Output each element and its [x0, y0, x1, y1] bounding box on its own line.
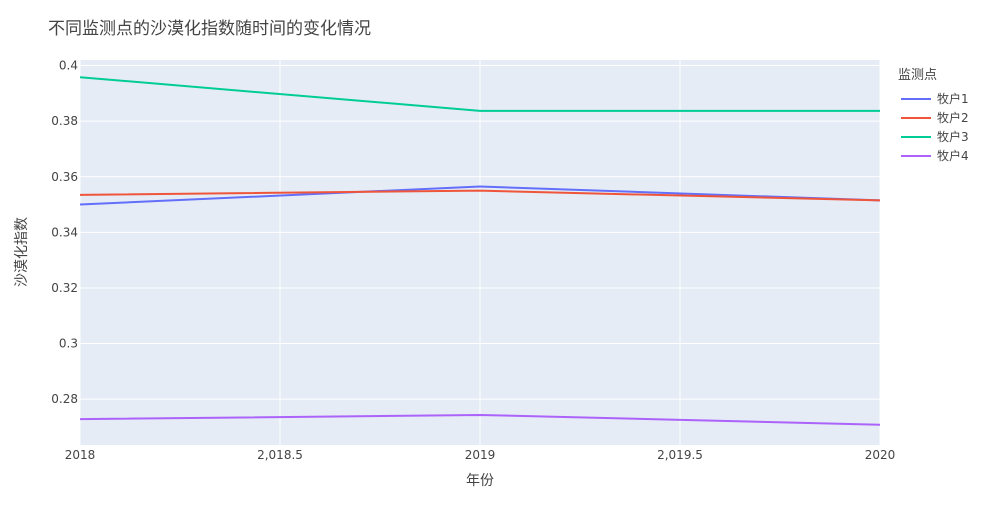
y-tick-label: 0.4: [59, 59, 78, 73]
legend-label: 牧户1: [937, 90, 969, 107]
y-tick-label: 0.36: [51, 170, 78, 184]
y-tick-label: 0.28: [51, 392, 78, 406]
x-axis-title: 年份: [466, 473, 494, 489]
legend-swatch: [901, 155, 931, 157]
x-tick-label: 2020: [865, 448, 896, 462]
y-axis-title: 沙漠化指数: [14, 217, 30, 287]
legend-title: 监测点: [898, 64, 969, 83]
x-tick-label: 2018: [65, 448, 96, 462]
x-tick-label: 2,018.5: [257, 448, 303, 462]
y-axis-ticks: 0.28 0.3 0.32 0.34 0.36 0.38 0.4: [51, 59, 78, 407]
legend-items: 牧户1 牧户2 牧户3 牧户4: [898, 89, 969, 165]
legend-label: 牧户3: [937, 128, 969, 145]
legend-swatch: [901, 117, 931, 119]
legend-label: 牧户2: [937, 109, 969, 126]
legend-item-4[interactable]: 牧户4: [898, 146, 969, 165]
y-tick-label: 0.3: [59, 337, 78, 351]
legend-swatch: [901, 98, 931, 100]
legend: 监测点 牧户1 牧户2 牧户3 牧户4: [898, 64, 969, 165]
x-tick-label: 2019: [465, 448, 496, 462]
y-tick-label: 0.38: [51, 114, 78, 128]
legend-label: 牧户4: [937, 147, 969, 164]
y-tick-label: 0.34: [51, 225, 78, 239]
legend-swatch: [901, 136, 931, 138]
y-tick-label: 0.32: [51, 281, 78, 295]
x-axis-ticks: 2018 2,018.5 2019 2,019.5 2020: [65, 448, 896, 462]
x-tick-label: 2,019.5: [657, 448, 703, 462]
legend-item-1[interactable]: 牧户1: [898, 89, 969, 108]
legend-item-3[interactable]: 牧户3: [898, 127, 969, 146]
legend-item-2[interactable]: 牧户2: [898, 108, 969, 127]
